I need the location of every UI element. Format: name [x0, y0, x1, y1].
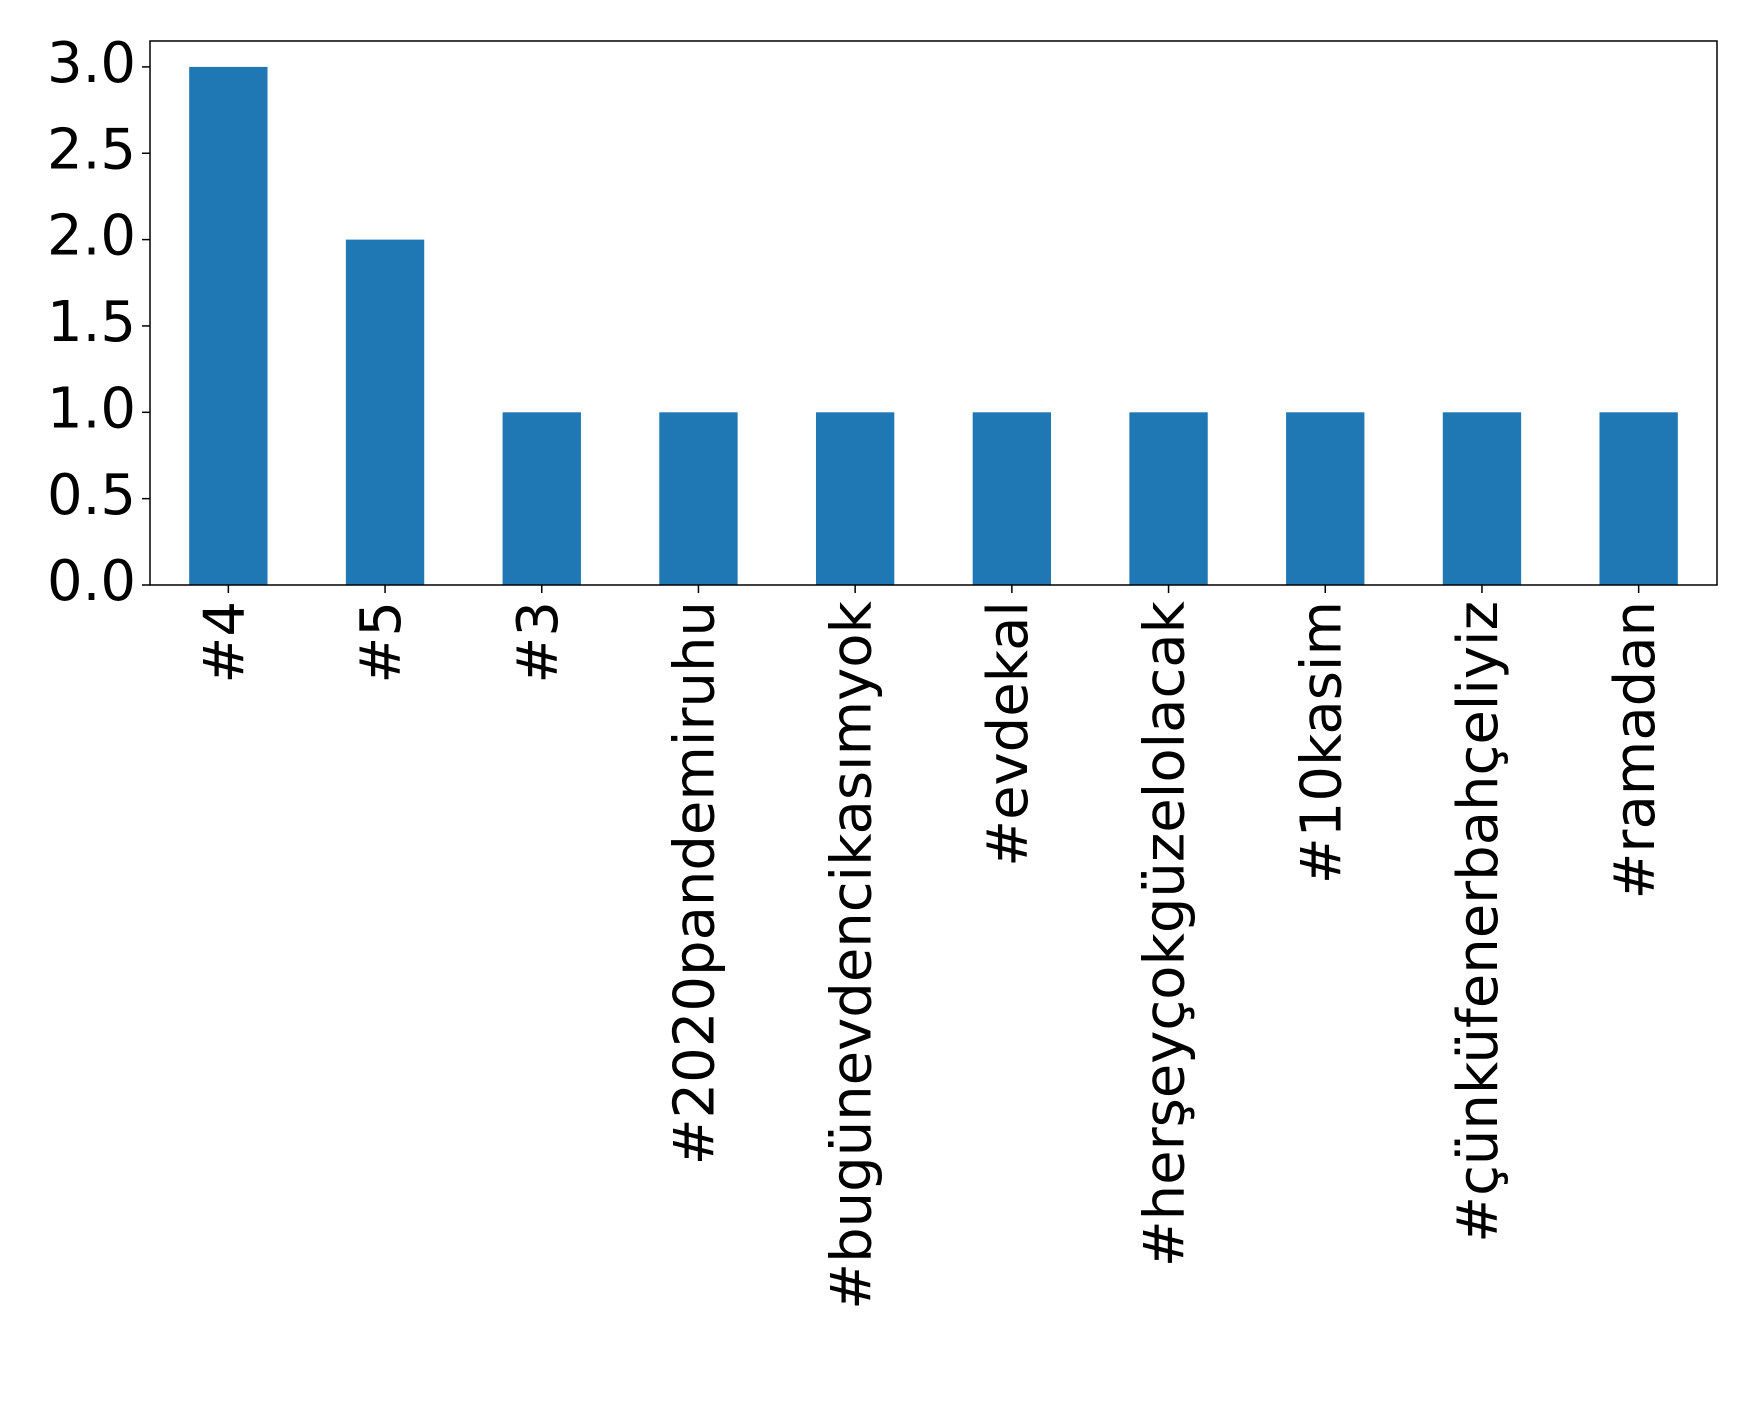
x-tick-label: #çünküfenerbahçeliyiz	[1446, 601, 1511, 1243]
bar	[1129, 412, 1208, 585]
y-tick-label: 1.0	[47, 376, 136, 441]
bar	[659, 412, 738, 585]
y-tick-label: 1.5	[47, 290, 136, 355]
x-tick-label: #10kasim	[1289, 601, 1354, 884]
x-tick-label: #3	[506, 601, 571, 684]
bar	[972, 412, 1052, 585]
x-tick-label: #4	[192, 601, 257, 684]
x-tick-label: #herşeyçokgüzelolacak	[1133, 600, 1198, 1267]
bar	[815, 412, 895, 585]
y-tick-label: 2.0	[47, 204, 136, 269]
y-tick-label: 0.0	[47, 549, 136, 614]
y-tick-label: 2.5	[47, 117, 136, 182]
bar	[1286, 412, 1365, 585]
bar	[502, 412, 581, 585]
bar	[345, 239, 425, 585]
x-tick-label: #ramadan	[1603, 601, 1668, 899]
x-tick-label: #2020pandemiruhu	[663, 601, 728, 1165]
x-tick-label: #bugünevdencikasımyok	[819, 600, 884, 1309]
x-tick-label: #evdekal	[976, 601, 1041, 867]
bar	[1599, 412, 1678, 585]
bar	[1442, 412, 1522, 585]
bar	[189, 66, 268, 585]
axes-frame	[149, 40, 1718, 586]
y-tick-label: 0.5	[47, 463, 136, 528]
x-tick-label: #5	[349, 601, 414, 684]
y-tick-label: 3.0	[47, 31, 136, 96]
